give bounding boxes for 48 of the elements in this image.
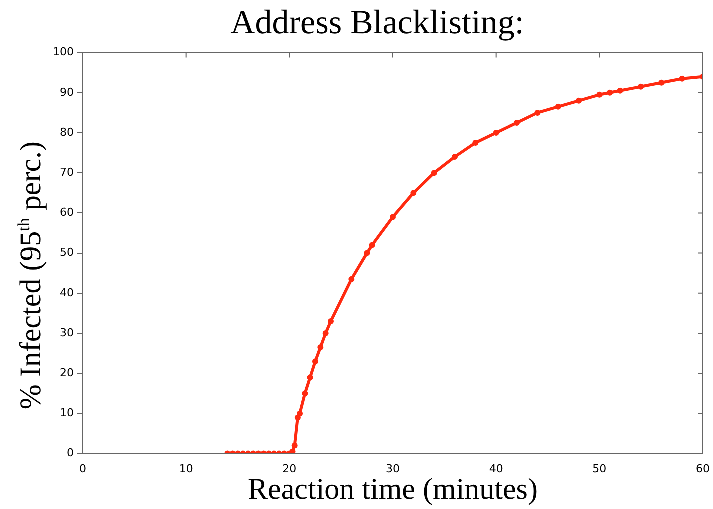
y-tick-label: 0: [66, 446, 74, 460]
point: [452, 154, 458, 160]
point: [364, 250, 370, 256]
point: [348, 276, 355, 282]
point: [322, 330, 329, 336]
point: [679, 76, 686, 82]
y-tick-label: 60: [60, 206, 74, 220]
x-tick-label: 50: [592, 462, 607, 476]
point: [290, 448, 296, 454]
point: [369, 242, 376, 248]
x-tick-label: 20: [282, 462, 297, 476]
point: [318, 344, 324, 351]
x-tick-label: 60: [696, 462, 710, 476]
y-tick-label: 40: [60, 286, 74, 300]
x-tick-label: 40: [489, 462, 504, 476]
point: [607, 90, 613, 96]
point: [328, 318, 334, 324]
point: [312, 358, 318, 365]
point: [617, 88, 624, 94]
point: [390, 214, 396, 220]
point: [596, 92, 603, 98]
y-tick-label: 80: [60, 126, 74, 139]
point: [638, 84, 644, 90]
point: [534, 110, 541, 116]
point: [410, 190, 417, 196]
y-tick-label: 10: [60, 406, 74, 420]
point: [493, 130, 500, 136]
point: [292, 442, 298, 449]
point: [302, 390, 308, 397]
point: [307, 374, 314, 381]
y-tick-label: 30: [60, 326, 74, 340]
point: [297, 410, 303, 417]
y-tick-label: 20: [60, 366, 74, 380]
x-tick-label: 0: [79, 462, 86, 476]
x-tick-label: 10: [179, 462, 194, 476]
point: [431, 170, 438, 176]
point: [472, 140, 479, 146]
y-tick-label: 50: [60, 246, 74, 260]
x-axis-title: Reaction time (minutes): [248, 472, 538, 506]
y-tick-label: 70: [60, 166, 74, 179]
point: [514, 120, 520, 126]
y-tick-label: 100: [52, 46, 74, 59]
x-tick-label: 30: [386, 462, 400, 476]
y-tick-label: 90: [60, 86, 74, 99]
point: [576, 98, 582, 104]
chart-title: Address Blacklisting:: [230, 4, 524, 42]
point: [555, 104, 562, 110]
point: [658, 80, 665, 86]
